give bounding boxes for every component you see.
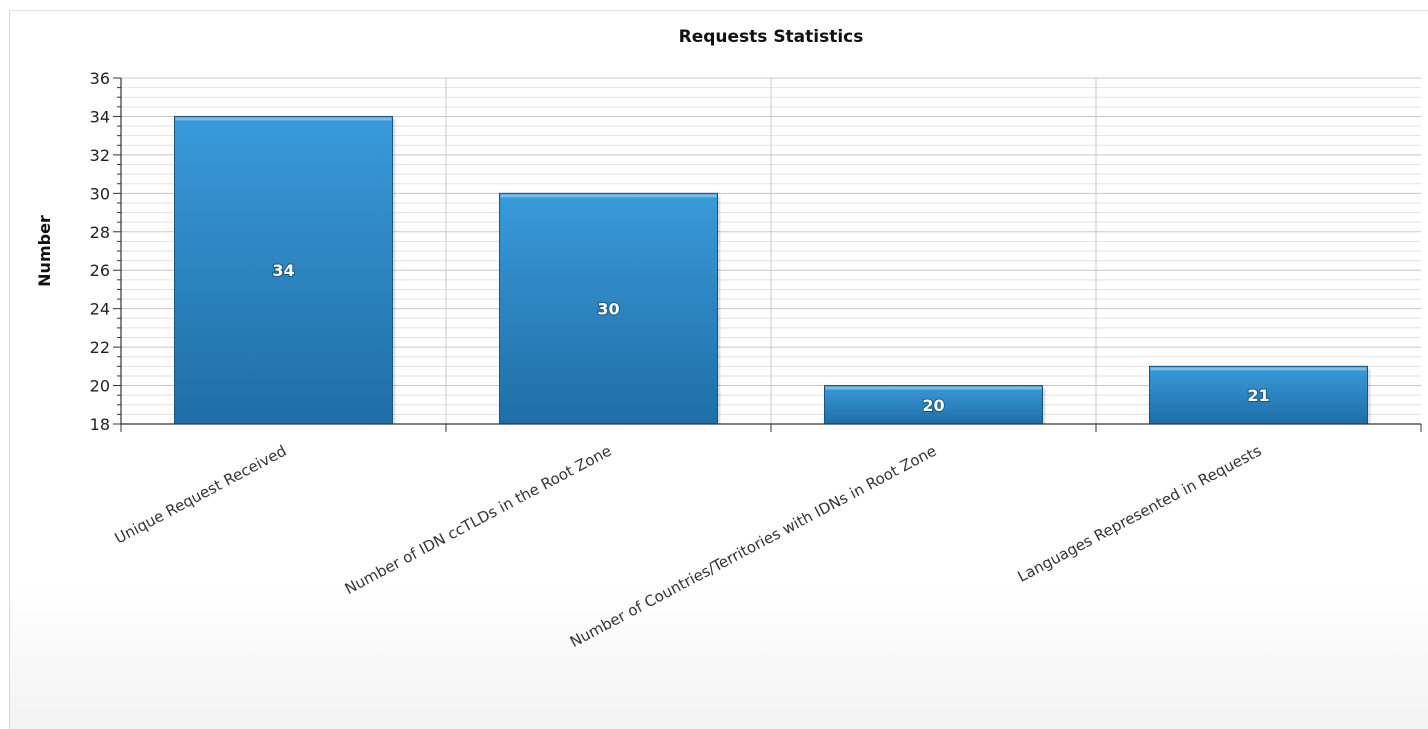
y-tick-label: 18 xyxy=(90,415,110,434)
y-tick-label: 22 xyxy=(90,338,110,357)
bar xyxy=(499,192,718,425)
y-tick-label: 32 xyxy=(90,146,110,165)
x-tick-label: Languages Represented in Requests xyxy=(1015,442,1265,586)
data-label: 21 xyxy=(1247,386,1269,405)
bar-highlight xyxy=(1150,367,1367,371)
data-label: 30 xyxy=(597,300,619,319)
y-tick-label: 36 xyxy=(90,69,110,88)
y-tick-label: 28 xyxy=(90,223,110,242)
chart-title: Requests Statistics xyxy=(679,27,864,47)
data-label: 20 xyxy=(922,396,944,415)
y-tick-label: 26 xyxy=(90,261,110,280)
bar-highlight xyxy=(825,386,1042,390)
y-tick-label: 34 xyxy=(90,107,110,126)
y-axis-label: Number xyxy=(35,215,54,287)
y-tick-label: 30 xyxy=(90,184,110,203)
bar-highlight xyxy=(175,117,392,121)
bar-highlight xyxy=(500,194,717,198)
data-label: 34 xyxy=(272,261,294,280)
bar xyxy=(174,115,393,425)
bar xyxy=(824,385,1043,425)
axes xyxy=(113,77,1422,432)
y-tick-label: 24 xyxy=(90,300,110,319)
y-tick-label: 20 xyxy=(90,377,110,396)
bars xyxy=(174,115,1371,425)
bar xyxy=(1149,365,1368,425)
x-tick-label: Number of Countries/Territories with IDN… xyxy=(567,442,939,651)
x-tick-label: Unique Request Received xyxy=(112,442,290,548)
x-tick-label: Number of IDN ccTLDs in the Root Zone xyxy=(342,442,615,598)
